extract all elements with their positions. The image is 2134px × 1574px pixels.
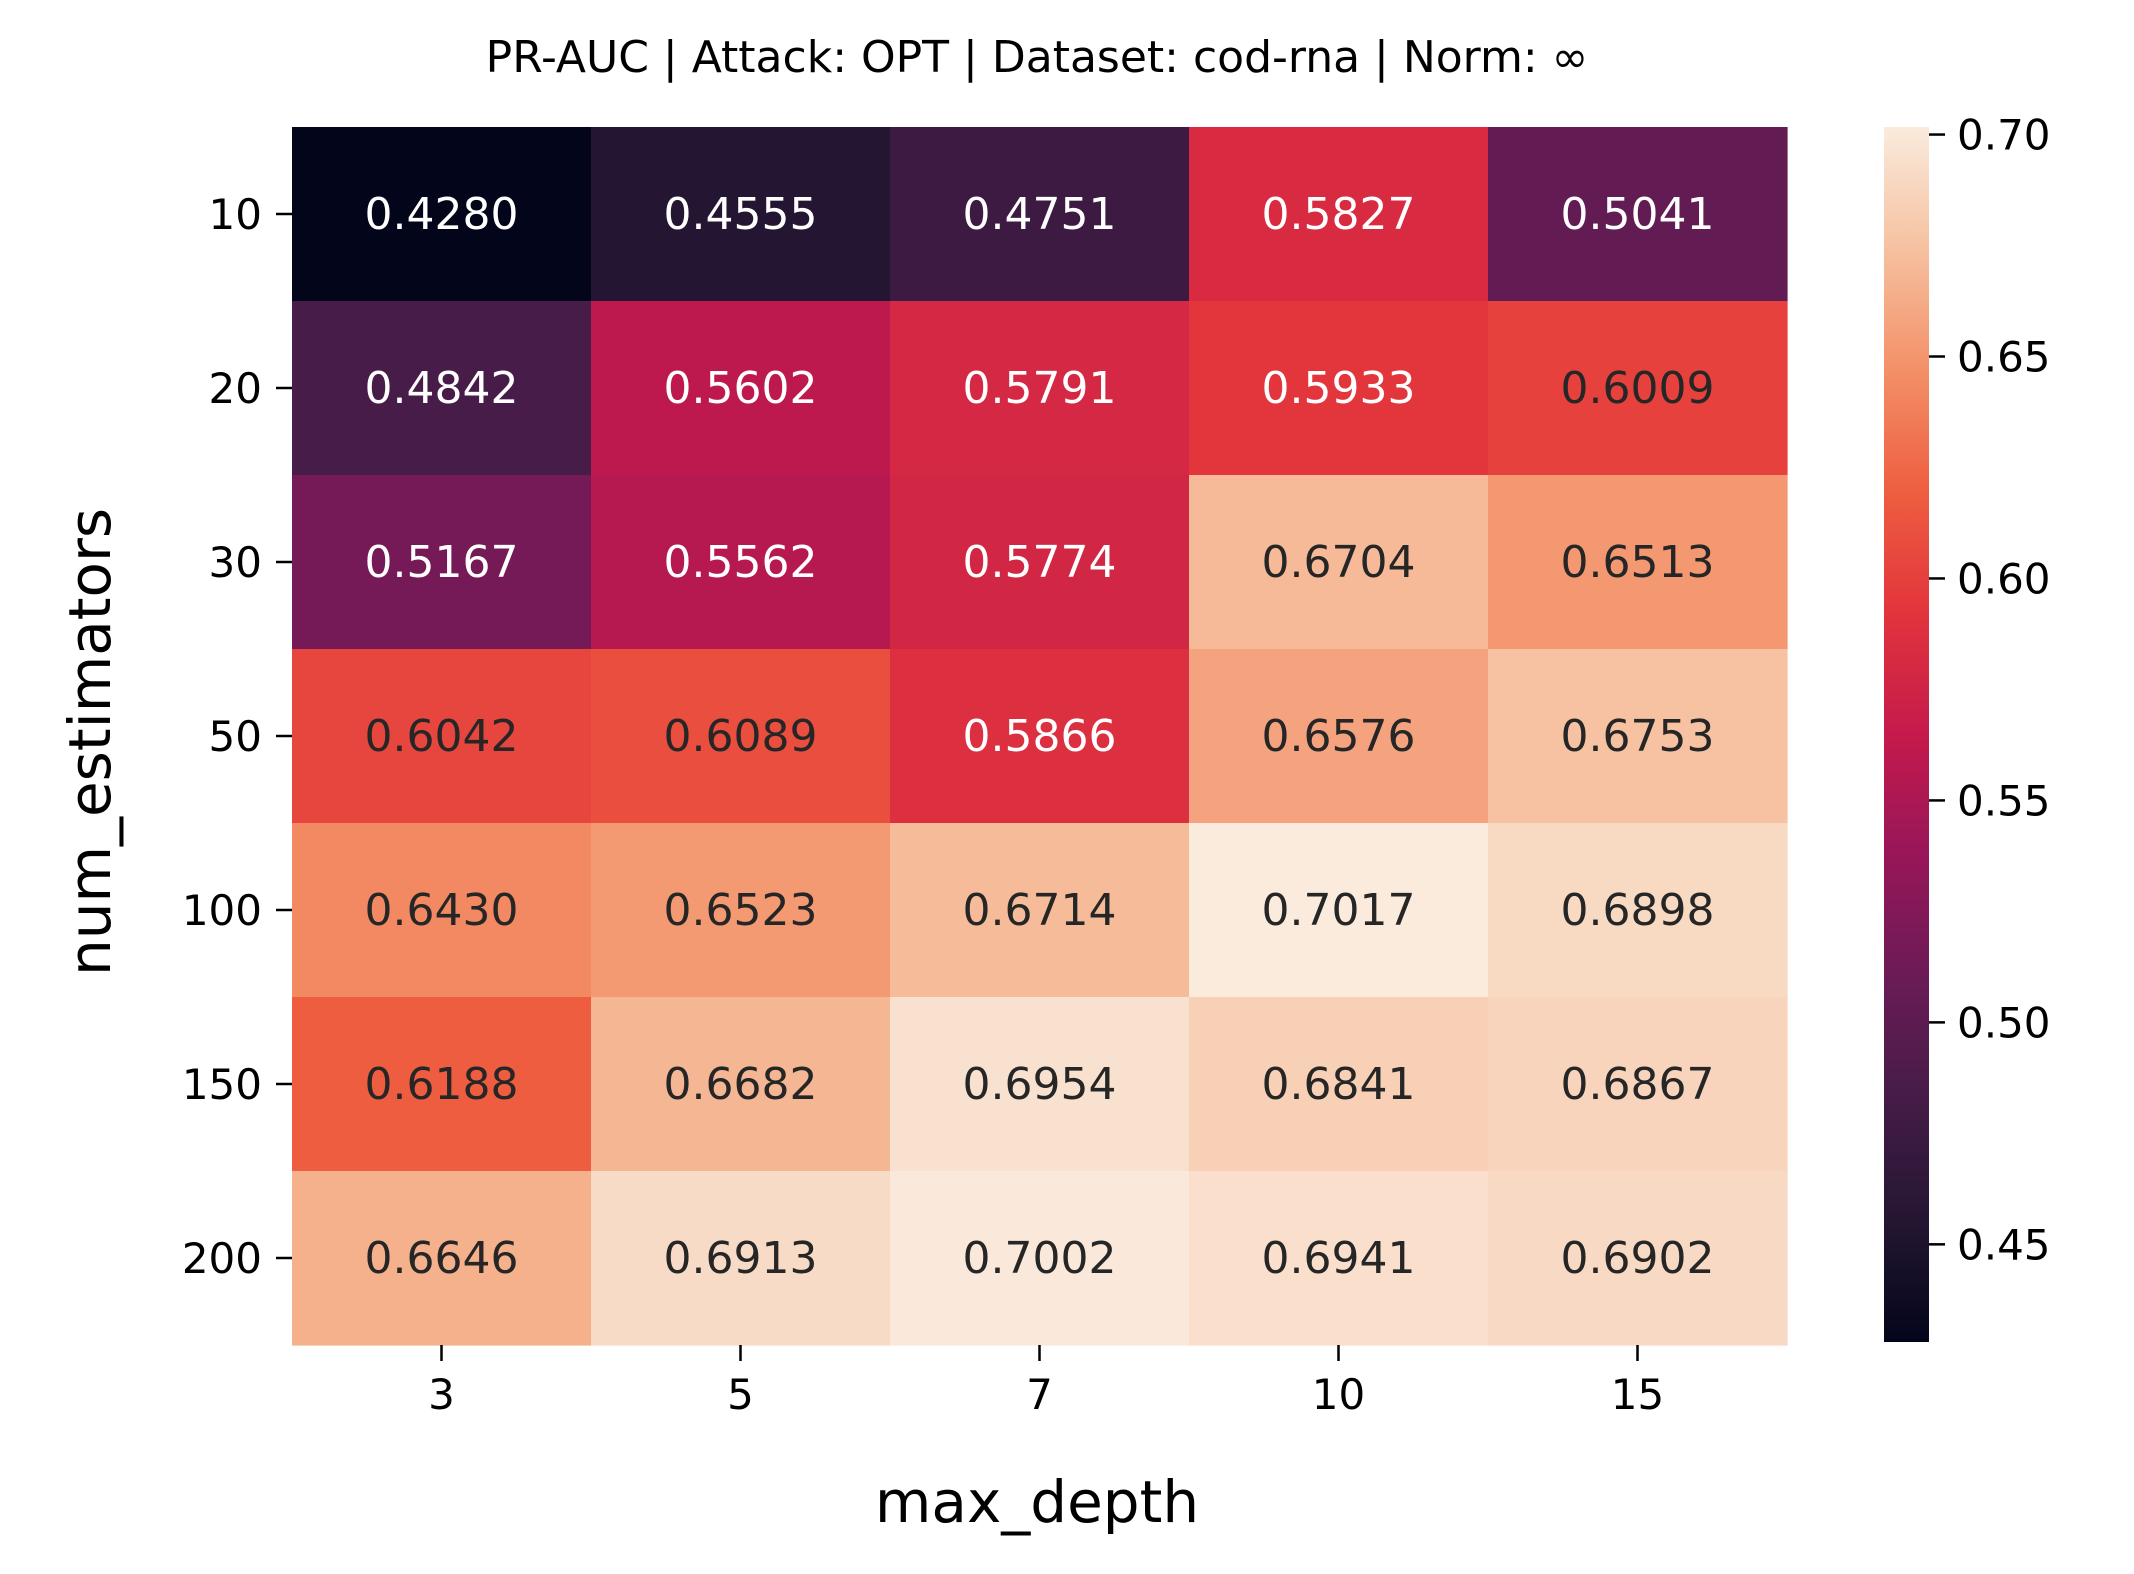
cell-value-label: 0.6714: [963, 885, 1117, 936]
cell-value-label: 0.5041: [1561, 189, 1715, 240]
cell-value-label: 0.5602: [664, 363, 818, 414]
cell-value-label: 0.6841: [1262, 1059, 1416, 1110]
cell-value-label: 0.5774: [963, 537, 1117, 588]
colorbar-tick-label: 0.55: [1957, 776, 2051, 825]
heatmap-cell: [292, 997, 592, 1172]
heatmap-cell: [591, 649, 891, 824]
y-tick-label: 30: [209, 538, 262, 587]
heatmap-cell: [292, 1171, 592, 1346]
cell-value-label: 0.6646: [365, 1233, 519, 1284]
y-axis: 10 20 30 50 100 150 200: [182, 190, 292, 1283]
cell-value-label: 0.4751: [963, 189, 1117, 240]
cell-value-label: 0.5827: [1262, 189, 1416, 240]
x-axis: 3 5 7 10 15: [428, 1345, 1664, 1419]
cell-value-label: 0.6682: [664, 1059, 818, 1110]
colorbar-tick-label: 0.65: [1957, 333, 2051, 382]
cell-value-label: 0.6902: [1561, 1233, 1715, 1284]
heatmap-cell: [1488, 1171, 1788, 1346]
cell-value-label: 0.5562: [664, 537, 818, 588]
y-tick-label: 100: [182, 886, 262, 935]
cell-value-label: 0.5167: [365, 537, 519, 588]
x-tick-label: 7: [1026, 1370, 1053, 1419]
colorbar-tick-label: 0.50: [1957, 998, 2051, 1047]
cell-value-label: 0.6576: [1262, 711, 1416, 762]
heatmap-cell: [1189, 127, 1489, 302]
cell-value-label: 0.6954: [963, 1059, 1117, 1110]
y-tick-label: 10: [209, 190, 262, 239]
y-tick-label: 20: [209, 364, 262, 413]
heatmap-cell: [1189, 649, 1489, 824]
cell-value-label: 0.5791: [963, 363, 1117, 414]
heatmap-cell: [1189, 1171, 1489, 1346]
heatmap-cell: [1488, 475, 1788, 650]
x-tick-label: 5: [727, 1370, 754, 1419]
cell-value-label: 0.5866: [963, 711, 1117, 762]
heatmap-cell: [591, 301, 891, 476]
cell-value-label: 0.6523: [664, 885, 818, 936]
cell-value-label: 0.6941: [1262, 1233, 1416, 1284]
cell-value-label: 0.6913: [664, 1233, 818, 1284]
heatmap-cell: [890, 997, 1190, 1172]
cell-value-label: 0.4555: [664, 189, 818, 240]
heatmap-cell: [1488, 823, 1788, 998]
heatmap-cell: [890, 1171, 1190, 1346]
heatmap-cell: [292, 823, 592, 998]
chart-title: PR-AUC | Attack: OPT | Dataset: cod-rna …: [486, 32, 1589, 83]
cell-value-label: 0.6867: [1561, 1059, 1715, 1110]
heatmap-cell: [591, 127, 891, 302]
heatmap-cell: [292, 301, 592, 476]
cell-value-label: 0.6188: [365, 1059, 519, 1110]
colorbar-tick-label: 0.45: [1957, 1220, 2051, 1269]
heatmap-cell: [591, 997, 891, 1172]
cell-value-label: 0.7017: [1262, 885, 1416, 936]
heatmap-cell: [890, 301, 1190, 476]
heatmap-cell: [1488, 997, 1788, 1172]
x-tick-label: 3: [428, 1370, 455, 1419]
x-axis-label: max_depth: [875, 1468, 1199, 1536]
colorbar: 0.45 0.50 0.55 0.60 0.65 0.70: [1884, 111, 2051, 1342]
heatmap-cell: [890, 823, 1190, 998]
colorbar-tick-label: 0.70: [1957, 111, 2051, 160]
heatmap-cell: [1488, 127, 1788, 302]
heatmap-cell: [890, 475, 1190, 650]
heatmap-cell: [1189, 997, 1489, 1172]
heatmap-cell: [591, 823, 891, 998]
heatmap-cell: [292, 475, 592, 650]
colorbar-gradient: [1884, 127, 1929, 1342]
cell-value-label: 0.6009: [1561, 363, 1715, 414]
cell-value-label: 0.7002: [963, 1233, 1117, 1284]
heatmap-cell: [890, 649, 1190, 824]
cell-value-label: 0.4842: [365, 363, 519, 414]
y-tick-label: 50: [209, 712, 262, 761]
y-tick-label: 200: [182, 1234, 262, 1283]
cell-value-label: 0.6753: [1561, 711, 1715, 762]
cell-value-label: 0.6089: [664, 711, 818, 762]
cell-value-label: 0.6704: [1262, 537, 1416, 588]
heatmap-cell: [890, 127, 1190, 302]
colorbar-tick-label: 0.60: [1957, 554, 2051, 603]
heatmap-cells: [292, 127, 1788, 1346]
heatmap-cell: [1189, 475, 1489, 650]
y-axis-label: num_estimators: [56, 508, 124, 976]
x-tick-label: 10: [1312, 1370, 1365, 1419]
x-tick-label: 15: [1611, 1370, 1664, 1419]
heatmap-cell: [591, 475, 891, 650]
cell-value-label: 0.6513: [1561, 537, 1715, 588]
cell-value-label: 0.5933: [1262, 363, 1416, 414]
heatmap-cell: [1189, 823, 1489, 998]
cell-value-label: 0.4280: [365, 189, 519, 240]
heatmap-cell: [1189, 301, 1489, 476]
cell-value-label: 0.6042: [365, 711, 519, 762]
cell-annotations: 0.4280 0.4555 0.4751 0.5827 0.5041 0.4842 0.56…: [365, 189, 1715, 1284]
cell-value-label: 0.6898: [1561, 885, 1715, 936]
heatmap-cell: [292, 649, 592, 824]
heatmap-cell: [1488, 649, 1788, 824]
heatmap-cell: [591, 1171, 891, 1346]
heatmap-cell: [1488, 301, 1788, 476]
cell-value-label: 0.6430: [365, 885, 519, 936]
heatmap-cell: [292, 127, 592, 302]
y-tick-label: 150: [182, 1060, 262, 1109]
